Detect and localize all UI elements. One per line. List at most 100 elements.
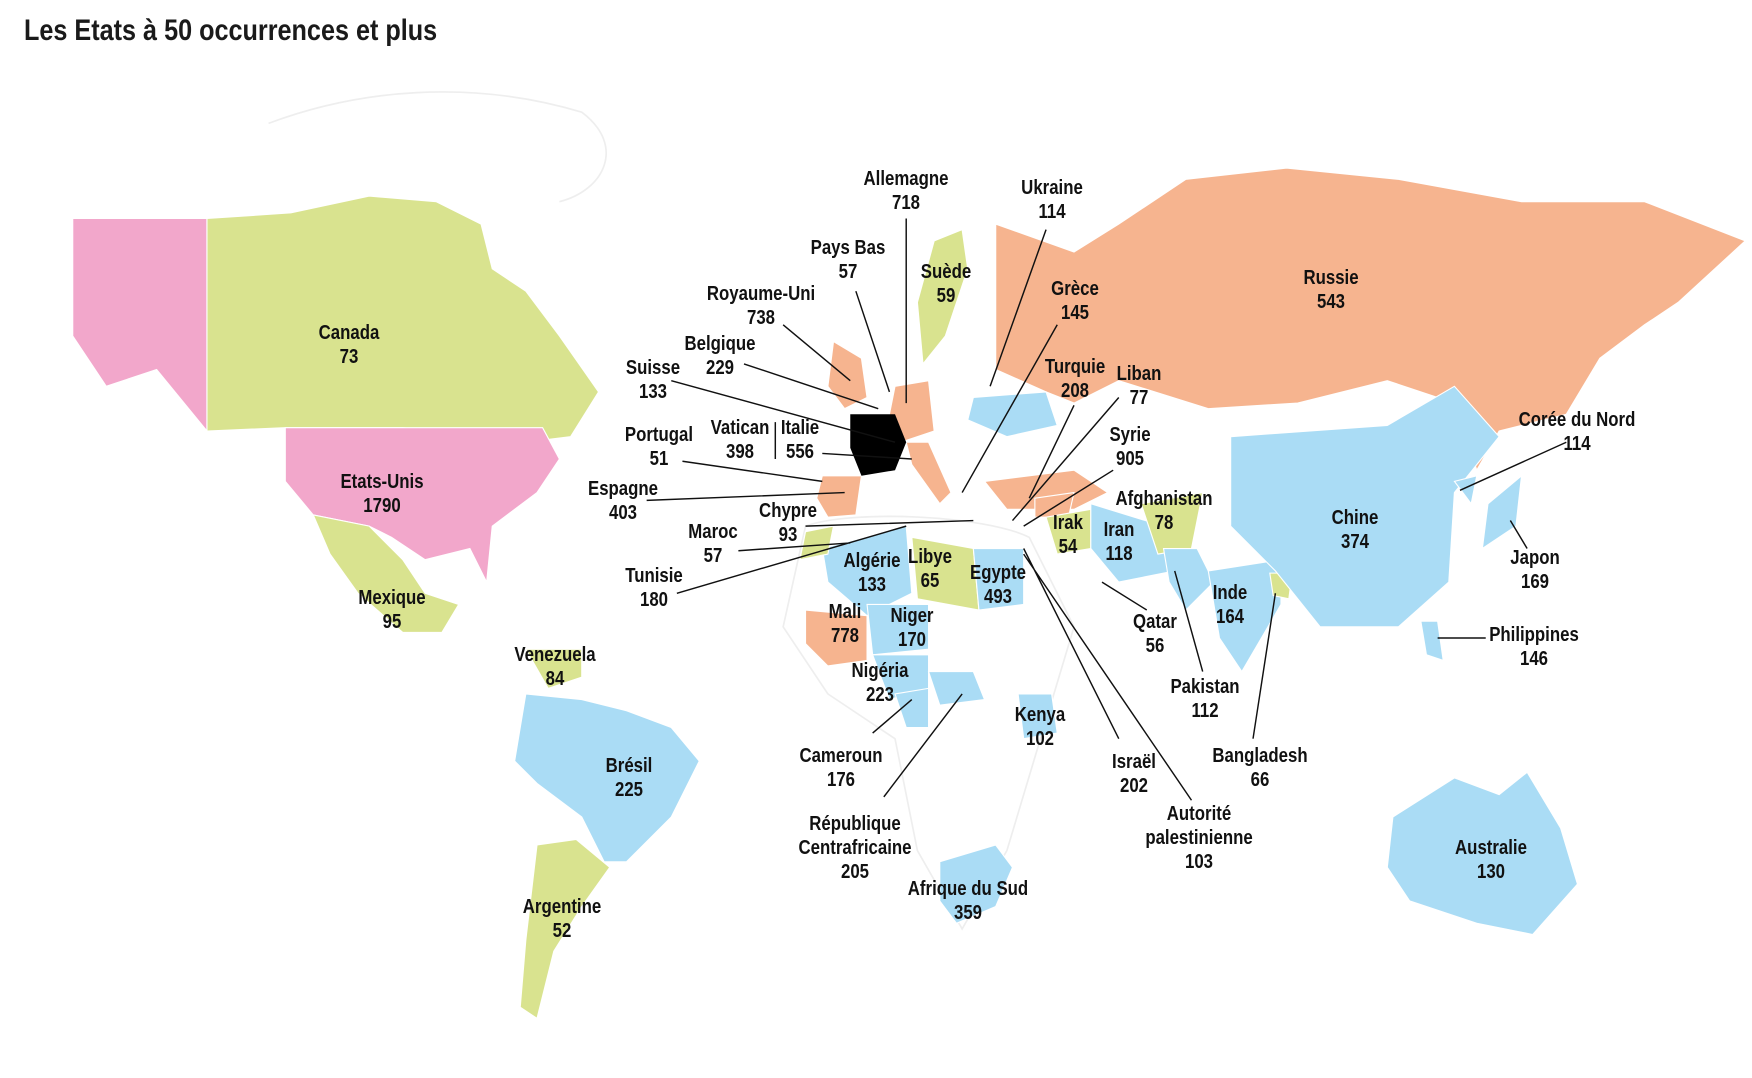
- country-label: Syrie 905: [1109, 423, 1150, 471]
- country-value: 93: [778, 523, 797, 546]
- country-value: 169: [1520, 570, 1549, 593]
- country-name: Suisse: [626, 356, 681, 379]
- country-value: 374: [1340, 530, 1369, 553]
- country-shape: [866, 603, 930, 656]
- country-value: 905: [1115, 447, 1144, 470]
- country-shape: [1420, 620, 1444, 662]
- country-label: Maroc 57: [688, 520, 737, 568]
- country-name: Mexique: [357, 587, 426, 610]
- country-value: 84: [545, 668, 565, 691]
- country-value: 133: [639, 380, 668, 403]
- country-label: Portugal 51: [625, 423, 693, 471]
- country-value: 77: [1129, 387, 1149, 410]
- country-value: 57: [703, 545, 723, 568]
- country-label: Autorité palestinienne 103: [1146, 802, 1253, 874]
- country-value: 556: [785, 441, 814, 464]
- country-label: Algérie 133: [843, 549, 900, 597]
- country-shape: [916, 228, 969, 366]
- country-value: 543: [1317, 291, 1346, 314]
- country-name: Pakistan: [1170, 675, 1240, 698]
- country-label: Kenya 102: [1015, 703, 1065, 751]
- country-label: Suède 59: [921, 260, 971, 308]
- country-name: Mali: [828, 600, 862, 623]
- country-value: 114: [1038, 200, 1066, 223]
- country-label: Suisse 133: [626, 356, 680, 404]
- country-shape: [514, 693, 700, 863]
- country-shape: [983, 469, 1109, 510]
- country-name: Niger: [890, 605, 934, 628]
- country-label: Niger 170: [890, 604, 933, 652]
- country-shape: [1230, 385, 1500, 628]
- country-shape: [524, 648, 583, 690]
- country-name: Turquie: [1044, 355, 1106, 378]
- country-value: 146: [1519, 648, 1548, 671]
- country-value: 57: [838, 261, 858, 284]
- country-value: 51: [649, 447, 669, 470]
- country-shape: [905, 441, 952, 505]
- country-name: Afrique du Sud: [907, 878, 1028, 901]
- country-shape: [799, 525, 835, 561]
- country-name: Afghanistan: [1114, 487, 1213, 510]
- country-label: Japon 169: [1510, 546, 1559, 594]
- country-name: Suède: [921, 260, 972, 283]
- leader-lines: [646, 218, 1567, 801]
- country-name: Vatican: [710, 417, 769, 440]
- country-value: 102: [1026, 727, 1055, 750]
- country-label: Afghanistan 78: [1115, 487, 1212, 535]
- france-shape: [850, 414, 907, 476]
- country-value: 95: [382, 611, 401, 634]
- country-label: Corée du Nord 114: [1519, 408, 1636, 456]
- country-value: 223: [866, 683, 895, 706]
- country-value: 73: [339, 346, 359, 369]
- country-name: Chypre: [758, 499, 817, 522]
- country-label: Libye 65: [908, 545, 952, 593]
- country-name: Italie: [780, 417, 820, 440]
- country-shape: [894, 687, 930, 729]
- country-value: 145: [1061, 302, 1090, 325]
- country-name: Tunisie: [625, 564, 684, 587]
- country-value: 493: [983, 585, 1012, 608]
- country-value: 133: [857, 574, 886, 597]
- country-label: Grèce 145: [1051, 277, 1099, 325]
- country-label: Etats-Unis 1790: [340, 470, 423, 518]
- country-name: Inde: [1212, 581, 1247, 604]
- country-shape: [312, 514, 460, 633]
- country-label: Ukraine 114: [1021, 176, 1083, 224]
- country-name: Corée du Nord: [1519, 409, 1636, 432]
- country-label: Chypre 93: [759, 499, 817, 547]
- country-label: Inde 164: [1212, 581, 1247, 629]
- country-shape: [967, 391, 1058, 438]
- country-name: Syrie: [1109, 423, 1151, 446]
- country-name: Japon: [1510, 546, 1560, 569]
- country-shape: [927, 671, 986, 706]
- country-label: Mali 778: [828, 600, 861, 648]
- country-label: Afrique du Sud 359: [908, 877, 1028, 925]
- country-name: Nigéria: [851, 659, 909, 682]
- country-shape: [939, 844, 1014, 924]
- country-value: 403: [609, 501, 638, 524]
- country-value: 718: [892, 191, 921, 214]
- country-shape: [1386, 771, 1579, 936]
- country-name: Maroc: [687, 521, 738, 544]
- country-name: Canada: [318, 322, 380, 345]
- country-name: Israël: [1112, 750, 1157, 773]
- country-label: Argentine 52: [522, 895, 600, 943]
- country-name: Etats-Unis: [339, 470, 424, 493]
- country-label: Australie 130: [1455, 836, 1527, 884]
- country-value: 202: [1120, 774, 1149, 797]
- country-value: 398: [725, 441, 754, 464]
- country-name: République Centrafricaine: [798, 813, 912, 860]
- country-value: 778: [830, 624, 859, 647]
- country-name: Espagne: [588, 477, 659, 500]
- country-name: Venezuela: [514, 644, 596, 667]
- country-value: 66: [1250, 768, 1270, 791]
- country-name: Qatar: [1132, 610, 1177, 633]
- country-name: Belgique: [685, 333, 756, 356]
- country-label: Pays Bas 57: [811, 236, 886, 284]
- country-shape: [519, 838, 611, 1020]
- country-name: Grèce: [1051, 278, 1099, 301]
- country-name: Libye: [907, 545, 952, 568]
- country-value: 112: [1191, 699, 1219, 722]
- country-name: Pays Bas: [810, 237, 886, 260]
